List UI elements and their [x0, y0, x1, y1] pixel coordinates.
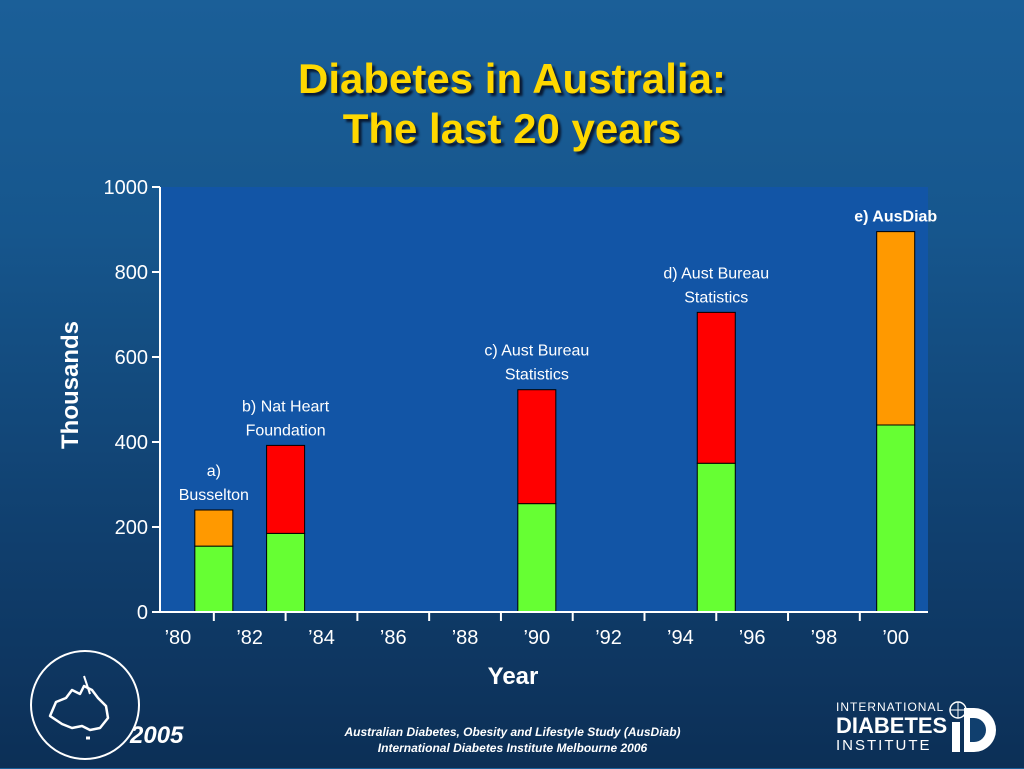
idi-globe-icon [949, 701, 996, 752]
x-tick-label: ’00 [882, 627, 909, 649]
idi-logo-line2: DIABETES [836, 713, 948, 738]
ausdiab-logo-icon [30, 650, 140, 760]
bar-annotation: b) Nat Heart Foundation [242, 398, 330, 439]
x-tick-label: ’88 [452, 627, 479, 649]
bar-segment [876, 231, 916, 426]
x-tick-label: ’92 [595, 627, 622, 649]
y-tick-label: 1000 [104, 177, 149, 199]
bars-layer [194, 231, 916, 613]
x-tick-label: ’84 [308, 627, 335, 649]
slide-title-line2: The last 20 years [342, 105, 682, 152]
bar-segment [517, 389, 557, 505]
bar-segment [876, 424, 916, 613]
bar-segment [517, 503, 557, 613]
idi-logo: INTERNATIONAL DIABETES INSTITUTE [836, 700, 1006, 760]
bar-annotation: d) Aust Bureau Statistics [663, 265, 769, 306]
x-tick-label: ’80 [165, 627, 192, 649]
year-badge: 2005 [130, 722, 184, 749]
footer-line2: International Diabetes Institute Melbour… [377, 741, 648, 755]
bar-annotation: a) Busselton [179, 463, 249, 504]
x-tick-label: ’96 [739, 627, 766, 649]
x-tick-label: ’82 [236, 627, 263, 649]
y-axis-title: Thousands [57, 321, 84, 449]
x-axis-title: Year [488, 663, 539, 690]
x-tick-label: ’94 [667, 627, 694, 649]
idi-logo-line3: INSTITUTE [836, 737, 932, 754]
idi-logo-line1: INTERNATIONAL [836, 700, 945, 714]
axes-layer: 0 200 400 600 800 1000 ’80 ’82 ’84 ’86 ’88 ’90 ’92 ’9… [104, 177, 928, 649]
footer-line1: Australian Diabetes, Obesity and Lifesty… [344, 725, 681, 739]
slide-title-line1: Diabetes in Australia: [298, 55, 726, 102]
bar-segment [266, 532, 306, 613]
y-tick-label: 200 [115, 517, 148, 539]
bar-segment [696, 311, 736, 464]
ausdiab-logo [26, 646, 144, 769]
x-tick-label: ’90 [523, 627, 550, 649]
bar-annotation: c) Aust Bureau Statistics [484, 343, 589, 384]
bar-segment [696, 462, 736, 613]
x-tick-label: ’98 [811, 627, 838, 649]
bar-segment [194, 545, 234, 613]
y-tick-label: 600 [115, 347, 148, 369]
y-tick-label: 0 [137, 602, 148, 624]
x-tick-label: ’86 [380, 627, 407, 649]
bar-segment [266, 444, 306, 534]
y-tick-label: 400 [115, 432, 148, 454]
bar-annotation: e) AusDiab [854, 209, 937, 226]
bar-segment [194, 509, 234, 547]
y-tick-label: 800 [115, 262, 148, 284]
annotations-layer: a) Busselton b) Nat Heart Foundation c) Aust… [179, 209, 938, 504]
